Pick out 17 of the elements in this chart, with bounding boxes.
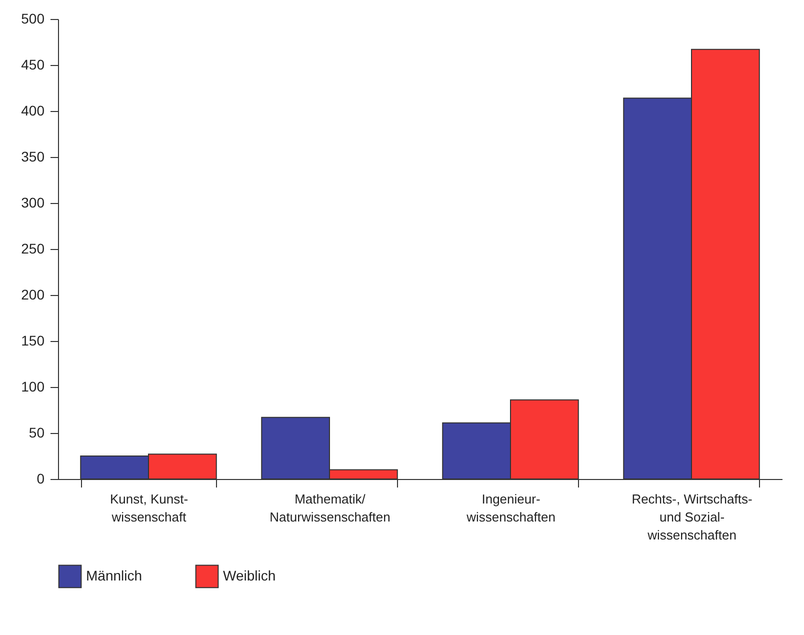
- x-tick-label: Mathematik/ Naturwissenschaften: [270, 492, 390, 524]
- y-tick-label: 150: [21, 332, 45, 348]
- legend-label: Männlich: [86, 567, 142, 584]
- y-tick-label: 450: [21, 56, 45, 72]
- x-tick-label: Rechts-, Wirtschafts- und Sozial- wissenschaften: [632, 492, 752, 542]
- y-tick-label: 100: [21, 378, 45, 394]
- x-tick-label: Ingenieur- wissenschaften: [466, 492, 556, 524]
- x-tick-label: Kunst, Kunst- wissenschaft: [110, 492, 188, 524]
- y-tick-label: 50: [28, 424, 45, 440]
- y-tick-label: 0: [36, 470, 45, 486]
- y-tick-label: 200: [21, 286, 45, 302]
- legend-label: Weiblich: [223, 567, 276, 584]
- y-tick-label: 300: [21, 194, 45, 210]
- y-tick-label: 350: [21, 148, 45, 164]
- y-tick-label: 250: [21, 240, 45, 256]
- y-tick-label: 400: [21, 102, 45, 118]
- y-tick-label: 500: [21, 10, 45, 26]
